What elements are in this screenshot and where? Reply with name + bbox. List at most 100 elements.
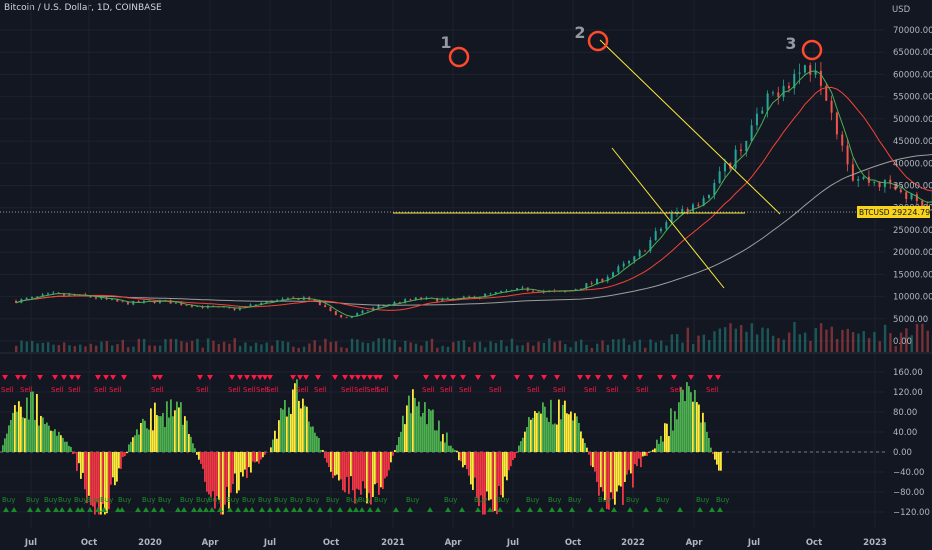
candle	[500, 291, 503, 293]
oscillator-bar	[258, 452, 260, 464]
buy-marker	[101, 507, 107, 512]
sell-label: Sell	[527, 386, 540, 394]
oscillator-bar	[672, 430, 674, 452]
oscillator-bar	[716, 452, 718, 465]
volume-bar	[851, 332, 855, 352]
ma-50	[15, 86, 932, 311]
oscillator-bar	[214, 452, 216, 509]
oscillator-bar	[18, 401, 20, 452]
volume-bar	[15, 345, 18, 352]
oscillator-bar	[664, 423, 666, 452]
oscillator-bar	[104, 452, 106, 515]
oscillator-bar	[352, 452, 354, 491]
oscillator-bar	[350, 452, 352, 477]
oscillator-bar	[42, 417, 44, 452]
candle	[345, 317, 348, 319]
candle	[41, 294, 44, 297]
oscillator-bar	[402, 415, 404, 452]
oscillator-bar	[242, 452, 244, 477]
oscillator-bar	[354, 452, 356, 504]
volume-bar	[164, 339, 167, 352]
sell-marker	[434, 375, 440, 380]
oscillator-bar	[614, 452, 616, 505]
sell-marker	[361, 375, 367, 380]
volume-bar	[116, 344, 119, 352]
buy-label: Buy	[406, 496, 419, 504]
oscillator-bar	[8, 425, 10, 452]
buy-marker	[181, 507, 187, 512]
oscillator-bar	[714, 452, 716, 460]
peak-label: 1	[440, 33, 451, 52]
volume-bar	[633, 341, 636, 352]
oscillator-bar	[138, 434, 140, 452]
sell-marker	[528, 375, 534, 380]
candle	[713, 183, 716, 196]
oscillator-bar	[174, 410, 176, 452]
oscillator-bar	[278, 420, 280, 452]
time-axis-tick: Oct	[323, 538, 339, 548]
candle	[596, 278, 599, 284]
buy-marker	[27, 507, 33, 512]
candle	[590, 283, 593, 284]
sell-label: Sell	[376, 386, 389, 394]
oscillator-bar	[484, 452, 486, 515]
volume-bar	[174, 338, 178, 352]
oscillator-bar	[502, 452, 504, 498]
sell-marker	[61, 375, 67, 380]
buy-marker	[115, 507, 121, 512]
moving-averages	[15, 70, 932, 318]
oscillator-bar	[474, 452, 476, 478]
volume-bar	[505, 346, 508, 352]
oscillator-bar	[130, 441, 132, 452]
sell-label: Sell	[266, 386, 279, 394]
volume-bar	[489, 341, 492, 352]
oscillator-bar	[40, 415, 42, 452]
oscillator-bar	[294, 383, 296, 452]
sell-marker	[290, 375, 296, 380]
volume-bar	[867, 338, 871, 352]
oscillator-bar	[182, 424, 184, 452]
sell-label: Sell	[606, 386, 619, 394]
oscillator-bar	[590, 452, 592, 466]
volume-bar	[841, 329, 844, 352]
candle	[185, 304, 188, 306]
candle	[505, 290, 508, 292]
oscillator-bar	[404, 424, 406, 452]
oscillator-bar	[392, 452, 394, 456]
volume-bar	[345, 347, 348, 352]
oscillator-bar	[116, 452, 118, 482]
oscillator-bar	[526, 426, 528, 452]
oscillator-bar	[62, 437, 64, 452]
buy-label: Buy	[26, 496, 39, 504]
oscillator-bar	[264, 452, 266, 455]
candle	[734, 149, 737, 169]
candle	[670, 214, 673, 223]
oscillator-bar	[200, 452, 202, 464]
volume-bar	[750, 323, 754, 352]
buy-marker	[175, 507, 181, 512]
oscillator-bar	[576, 416, 578, 452]
volume-bar	[286, 341, 290, 352]
oscillator-bar	[136, 429, 138, 452]
oscillator-bar	[316, 436, 318, 452]
oscillator-bar	[652, 449, 654, 452]
oscillator-bar	[218, 452, 220, 500]
oscillator-bar	[678, 402, 680, 452]
volume-bar	[739, 325, 743, 352]
oscillator-bar	[304, 405, 306, 452]
sell-marker	[197, 375, 203, 380]
sell-label: Sell	[354, 386, 367, 394]
oscillator-bar	[460, 452, 462, 462]
oscillator-bar	[82, 452, 84, 473]
osc-axis-tick: −80.00	[893, 488, 924, 498]
oscillator-bar	[420, 416, 422, 452]
volume-bar	[766, 328, 770, 352]
buy-marker	[307, 507, 313, 512]
volume-bar	[862, 331, 865, 352]
candle	[30, 296, 33, 299]
candle	[718, 171, 721, 184]
oscillator-bar	[622, 452, 624, 505]
oscillator-bar	[154, 402, 156, 452]
time-axis-tick: 2023	[863, 538, 887, 548]
